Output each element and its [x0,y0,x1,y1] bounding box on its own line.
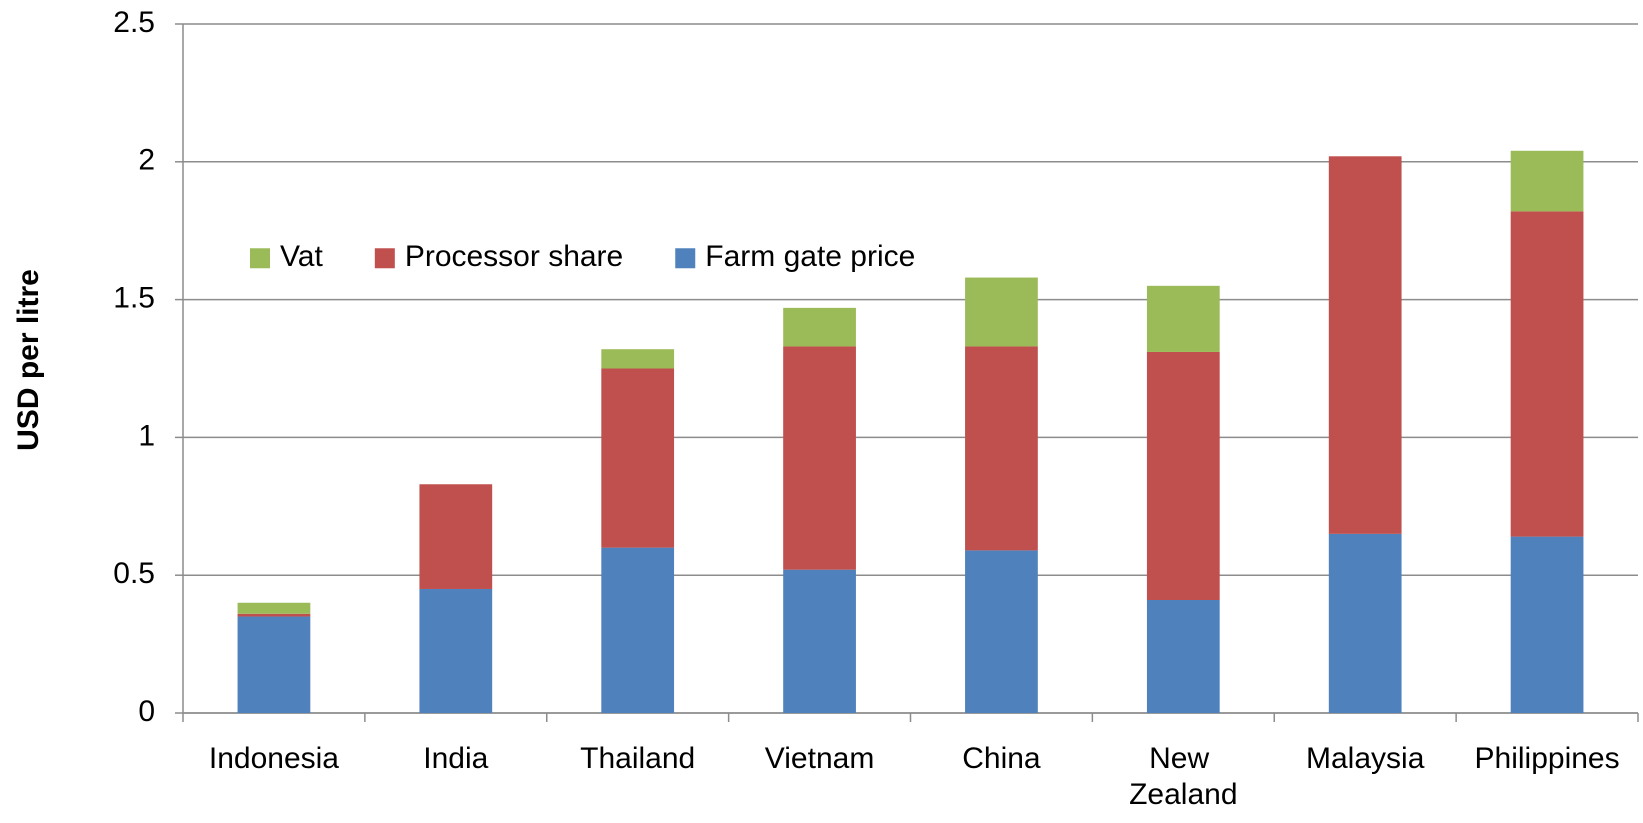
bar-segment [1510,150,1584,212]
x-tick-label: Thailand [580,742,695,775]
y-tick-label: 2 [138,144,155,177]
x-tick-label: India [423,742,488,775]
bar-segment [419,484,493,589]
bar-segment [1510,211,1584,537]
bar-segment [965,550,1038,713]
legend-swatch [675,248,696,269]
legend-label: Farm gate price [705,240,915,273]
x-tick-label: Philippines [1475,742,1620,775]
legend-label: Processor share [405,240,623,273]
bar-segment [783,346,856,570]
bar-segment [601,368,675,548]
bar-segment [237,616,311,713]
y-tick-label: 0 [138,695,155,728]
bar-segment [419,588,493,713]
bar-segment [783,569,856,713]
bar-segment [237,613,311,617]
bar-segment [1510,536,1584,713]
x-tick-label: Vietnam [765,742,875,775]
y-axis-label: USD per litre [12,269,45,451]
bar-segment [1146,600,1220,713]
x-tick-label: New Zealand [1129,742,1237,811]
bar-segment [1328,156,1402,534]
bar-segment [601,547,675,713]
legend-swatch [374,248,395,269]
legend-label: Vat [280,240,323,273]
y-tick-label: 0.5 [113,557,155,590]
y-tick-label: 1.5 [113,282,155,315]
bar-segment [965,277,1038,347]
x-tick-label: China [962,742,1041,775]
legend-swatch [250,248,270,269]
bar-segment [965,346,1038,551]
x-tick-label: Malaysia [1306,742,1425,775]
bar-segment [237,602,311,614]
bar-segment [1146,285,1220,352]
y-tick-label: 1 [138,419,155,452]
x-tick-label: Indonesia [209,742,339,775]
y-tick-label: 2.5 [113,6,155,39]
bar-segment [1328,533,1402,713]
bar-segment [1146,351,1220,601]
bar-segment [783,307,856,347]
bar-segment [601,349,675,369]
